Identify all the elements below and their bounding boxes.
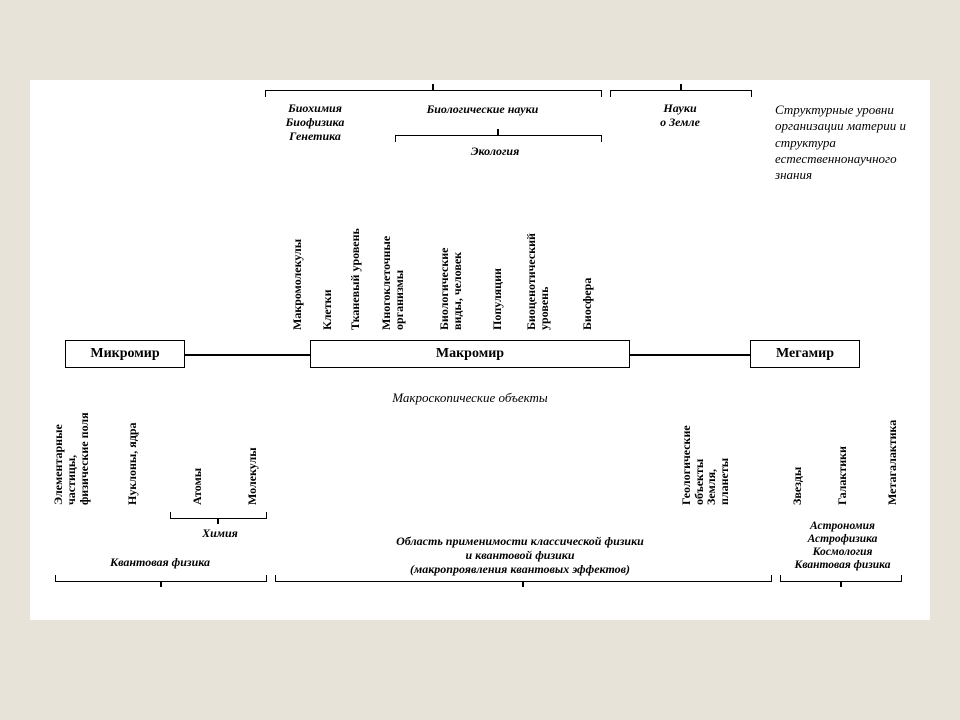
vt-biocenotic: Биоценотическийуровень [525, 233, 551, 330]
vb-elementary: Элементарныечастицы,физические поля [52, 412, 92, 505]
vb-elementary-text: Элементарныечастицы,физические поля [52, 412, 92, 505]
vb-atoms: Атомы [190, 468, 205, 505]
label-classical: Область применимости классической физики… [290, 535, 750, 576]
label-quantum: Квантовая физика [65, 555, 255, 570]
vt-populations: Популяции [490, 268, 505, 330]
bracket-astro-stem [840, 581, 842, 587]
bracket-earth-sciences [610, 90, 752, 97]
vb-metagalaxy: Метагалактика [885, 420, 900, 505]
vt-biospecies: Биологическиевиды, человек [438, 247, 464, 330]
label-biochem: БиохимияБиофизикаГенетика [265, 102, 365, 143]
vt-multicell-text: Многоклеточныеорганизмы [380, 236, 406, 330]
vb-nucleons: Нуклоны, ядра [125, 423, 140, 506]
vb-molecules: Молекулы [245, 447, 260, 505]
bracket-quantum-stem [160, 581, 162, 587]
label-ecology: Экология [425, 144, 565, 159]
vt-cells: Клетки [320, 290, 335, 330]
bracket-ecology [395, 135, 602, 142]
vt-multicell: Многоклеточныеорганизмы [380, 236, 406, 330]
vb-geological-text: ГеологическиеобъектыЗемля,планеты [680, 425, 730, 505]
connector-micro-macro [185, 354, 310, 356]
bracket-chemistry-stem [217, 518, 219, 524]
box-megamir: Мегамир [750, 340, 860, 368]
bracket-bio-center [432, 84, 434, 90]
vt-biosphere: Биосфера [580, 278, 595, 330]
bracket-earth-center [680, 84, 682, 90]
label-earth-sci: Наукио Земле [620, 102, 740, 130]
bracket-chemistry [170, 512, 267, 519]
vt-biocenotic-text: Биоценотическийуровень [525, 233, 551, 330]
box-macromir: Макромир [310, 340, 630, 368]
label-chemistry: Химия [180, 526, 260, 541]
box-micromir: Микромир [65, 340, 185, 368]
bracket-bio-sciences [265, 90, 602, 97]
label-bio-sci: Биологические науки [385, 102, 580, 117]
connector-macro-mega [630, 354, 750, 356]
label-astro: АстрономияАстрофизикаКосмологияКвантовая… [775, 520, 910, 572]
vb-geological: ГеологическиеобъектыЗемля,планеты [680, 425, 730, 505]
vb-stars: Звезды [790, 467, 805, 505]
bracket-ecology-center [497, 129, 499, 135]
vt-tissue: Тканевый уровень [348, 228, 363, 330]
vt-macromolecules: Макромолекулы [290, 239, 305, 330]
bracket-classical-stem [522, 581, 524, 587]
vb-galaxies: Галактики [835, 446, 850, 505]
vt-biospecies-text: Биологическиевиды, человек [438, 247, 464, 330]
diagram-canvas: Структурные уровни организации материи и… [30, 80, 930, 620]
diagram-title: Структурные уровни организации материи и… [775, 102, 920, 183]
label-macro-objects: Макроскопические объекты [340, 390, 600, 406]
